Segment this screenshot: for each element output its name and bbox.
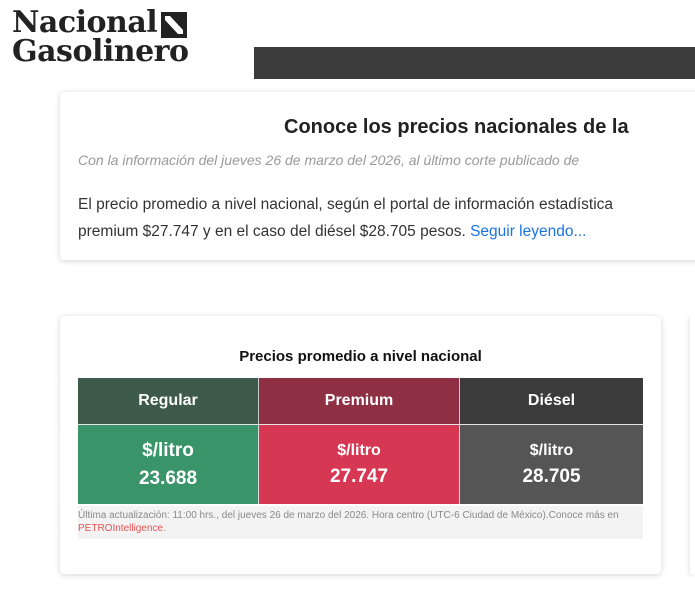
info-title: Conoce los precios nacionales de la xyxy=(284,116,629,138)
info-body-line-1: El precio promedio a nivel nacional, seg… xyxy=(78,196,614,213)
logo-line-1: Nacional xyxy=(12,8,188,38)
regular-price-cell: $/litro 23.688 xyxy=(78,424,259,504)
info-body: El precio promedio a nivel nacional, seg… xyxy=(78,191,695,245)
next-card-edge xyxy=(690,316,695,574)
premium-price: 27.747 xyxy=(329,465,389,487)
prices-header-row: Regular Premium Diésel xyxy=(78,378,643,424)
petrointelligence-link[interactable]: PETROIntelligence xyxy=(78,523,164,534)
prices-title: Precios promedio a nivel nacional xyxy=(239,348,482,365)
regular-header: Regular xyxy=(78,378,259,424)
regular-unit: $/litro xyxy=(142,439,194,461)
prices-value-row: $/litro 23.688 $/litro 27.747 $/litro 28… xyxy=(78,424,643,504)
info-card: Conoce los precios nacionales de la Con … xyxy=(60,92,695,260)
read-more-link[interactable]: Seguir leyendo... xyxy=(470,223,587,240)
premium-unit: $/litro xyxy=(337,441,381,459)
diesel-price: 28.705 xyxy=(522,465,581,487)
diesel-unit: $/litro xyxy=(529,441,574,459)
info-body-line-2: premium $27.747 y en el caso del diésel … xyxy=(78,223,587,240)
site-logo[interactable]: Nacional Gasolinero xyxy=(12,8,189,69)
logo-line-2: Gasolinero xyxy=(12,34,189,69)
regular-price: 23.688 xyxy=(138,467,198,489)
premium-header: Premium xyxy=(259,378,460,424)
prices-card: Precios promedio a nivel nacional Regula… xyxy=(60,316,661,574)
info-subtitle: Con la información del jueves 26 de marz… xyxy=(78,152,580,168)
diesel-price-cell: $/litro 28.705 xyxy=(460,424,643,504)
prices-table: Regular Premium Diésel $/litro 23.688 $/… xyxy=(78,378,643,504)
premium-price-cell: $/litro 27.747 xyxy=(259,424,460,504)
logo-mark-icon xyxy=(161,12,188,38)
header-bar xyxy=(254,47,695,79)
update-note: Última actualización: 11:00 hrs., del ju… xyxy=(78,506,643,539)
diesel-header: Diésel xyxy=(460,378,643,424)
